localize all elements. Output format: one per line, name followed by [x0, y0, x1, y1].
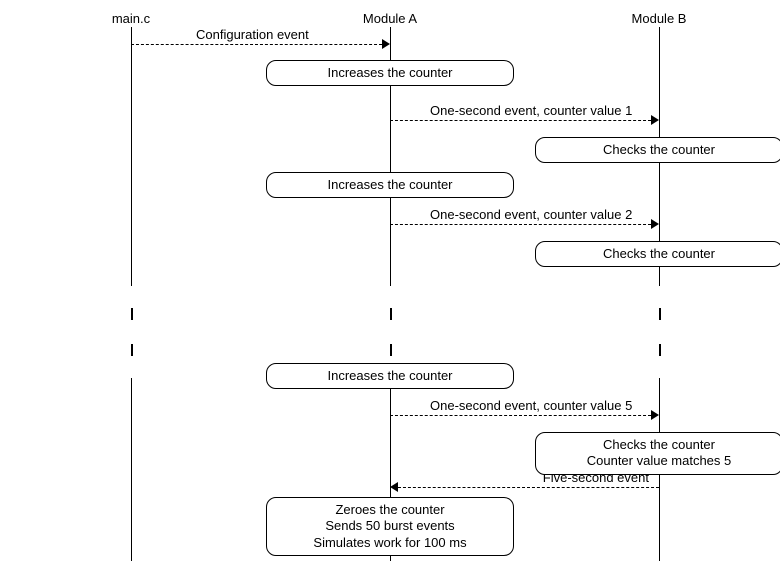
gap-dash-bot-moduleA: [390, 344, 392, 356]
note-n6: Checks the counterCounter value matches …: [535, 432, 780, 475]
msg-label-m4: One-second event, counter value 5: [430, 398, 632, 413]
gap-bg-moduleB: [656, 286, 662, 378]
msg-label-m2: One-second event, counter value 1: [430, 103, 632, 118]
note-n6-l1: Checks the counter: [544, 437, 774, 453]
note-n4: Checks the counter: [535, 241, 780, 267]
msg-label-m3: One-second event, counter value 2: [430, 207, 632, 222]
note-n5-l1: Increases the counter: [275, 368, 505, 384]
participant-main: main.c: [112, 11, 150, 26]
gap-bg-main: [128, 286, 134, 378]
msg-line-m3: [390, 224, 651, 225]
gap-dash-top-main: [131, 308, 133, 320]
note-n7: Zeroes the counterSends 50 burst eventsS…: [266, 497, 514, 556]
msg-arrow-m5: [390, 482, 398, 492]
msg-line-m5: [398, 487, 659, 488]
note-n7-l2: Sends 50 burst events: [275, 518, 505, 534]
note-n5: Increases the counter: [266, 363, 514, 389]
msg-label-m1: Configuration event: [196, 27, 309, 42]
note-n3: Increases the counter: [266, 172, 514, 198]
participant-moduleA: Module A: [363, 11, 417, 26]
note-n6-l2: Counter value matches 5: [544, 453, 774, 469]
msg-arrow-m3: [651, 219, 659, 229]
msg-line-m4: [390, 415, 651, 416]
note-n7-l1: Zeroes the counter: [275, 502, 505, 518]
note-n2: Checks the counter: [535, 137, 780, 163]
note-n7-l3: Simulates work for 100 ms: [275, 535, 505, 551]
gap-dash-bot-moduleB: [659, 344, 661, 356]
msg-line-m1: [131, 44, 382, 45]
note-n1: Increases the counter: [266, 60, 514, 86]
note-n1-l1: Increases the counter: [275, 65, 505, 81]
note-n2-l1: Checks the counter: [544, 142, 774, 158]
msg-line-m2: [390, 120, 651, 121]
note-n3-l1: Increases the counter: [275, 177, 505, 193]
msg-arrow-m4: [651, 410, 659, 420]
gap-dash-top-moduleB: [659, 308, 661, 320]
participant-moduleB: Module B: [632, 11, 687, 26]
note-n4-l1: Checks the counter: [544, 246, 774, 262]
msg-arrow-m2: [651, 115, 659, 125]
msg-arrow-m1: [382, 39, 390, 49]
gap-dash-top-moduleA: [390, 308, 392, 320]
gap-dash-bot-main: [131, 344, 133, 356]
